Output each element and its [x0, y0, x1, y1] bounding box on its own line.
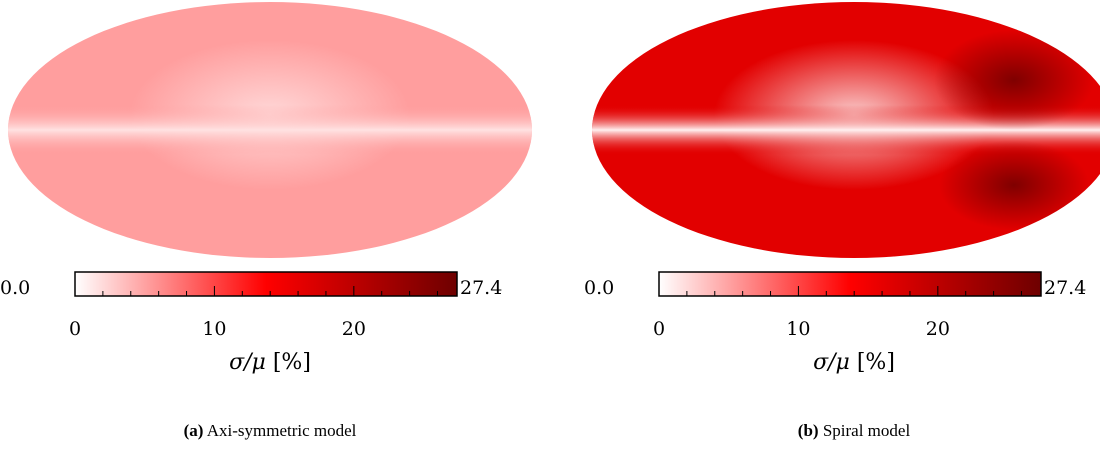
figure-panel-a: 0.0 27.4 0 10 20 σ/μ [%] (a) Axi-symmetric…	[0, 0, 540, 453]
colorbar-a	[74, 271, 458, 297]
colorbar-tick-label: 0	[652, 318, 666, 340]
colorbar-b	[658, 271, 1042, 297]
axis-label-symbol: σ/μ	[229, 350, 266, 375]
map-fill	[8, 2, 532, 258]
sky-map-b	[592, 2, 1100, 258]
colorbar-tick-label: 20	[341, 318, 366, 340]
colorbar-tick-label: 20	[925, 318, 950, 340]
colorbar-max-label: 27.4	[1044, 277, 1087, 299]
axis-label-unit: [%]	[856, 350, 895, 375]
figure-panel-b: 0.0 27.4 0 10 20 σ/μ [%] (b) Spiral model	[584, 0, 1100, 453]
caption-text: Spiral model	[818, 421, 911, 440]
dark-region-lower	[939, 140, 1089, 230]
colorbar-axis-label: σ/μ [%]	[584, 350, 1100, 375]
figure-caption-b: (b) Spiral model	[584, 421, 1100, 441]
figure-caption-a: (a) Axi-symmetric model	[0, 421, 540, 441]
colorbar-max-label: 27.4	[460, 277, 503, 299]
caption-text: Axi-symmetric model	[203, 421, 357, 440]
caption-tag: (b)	[797, 421, 819, 440]
colorbar-tick-label: 10	[202, 318, 227, 340]
colorbar-min-label: 0.0	[584, 277, 615, 299]
colorbar-tick-label: 10	[786, 318, 811, 340]
map-fill	[592, 2, 1100, 258]
galactic-plane	[8, 105, 532, 155]
sky-map-a	[8, 2, 532, 258]
axis-label-symbol: σ/μ	[813, 350, 850, 375]
colorbar-min-label: 0.0	[0, 277, 31, 299]
dark-region-upper	[934, 30, 1094, 130]
colorbar-tick-label: 0	[68, 318, 82, 340]
colorbar-gradient	[74, 271, 458, 297]
axis-label-unit: [%]	[272, 350, 311, 375]
colorbar-axis-label: σ/μ [%]	[0, 350, 540, 375]
colorbar-gradient	[658, 271, 1042, 297]
caption-tag: (a)	[183, 421, 204, 440]
